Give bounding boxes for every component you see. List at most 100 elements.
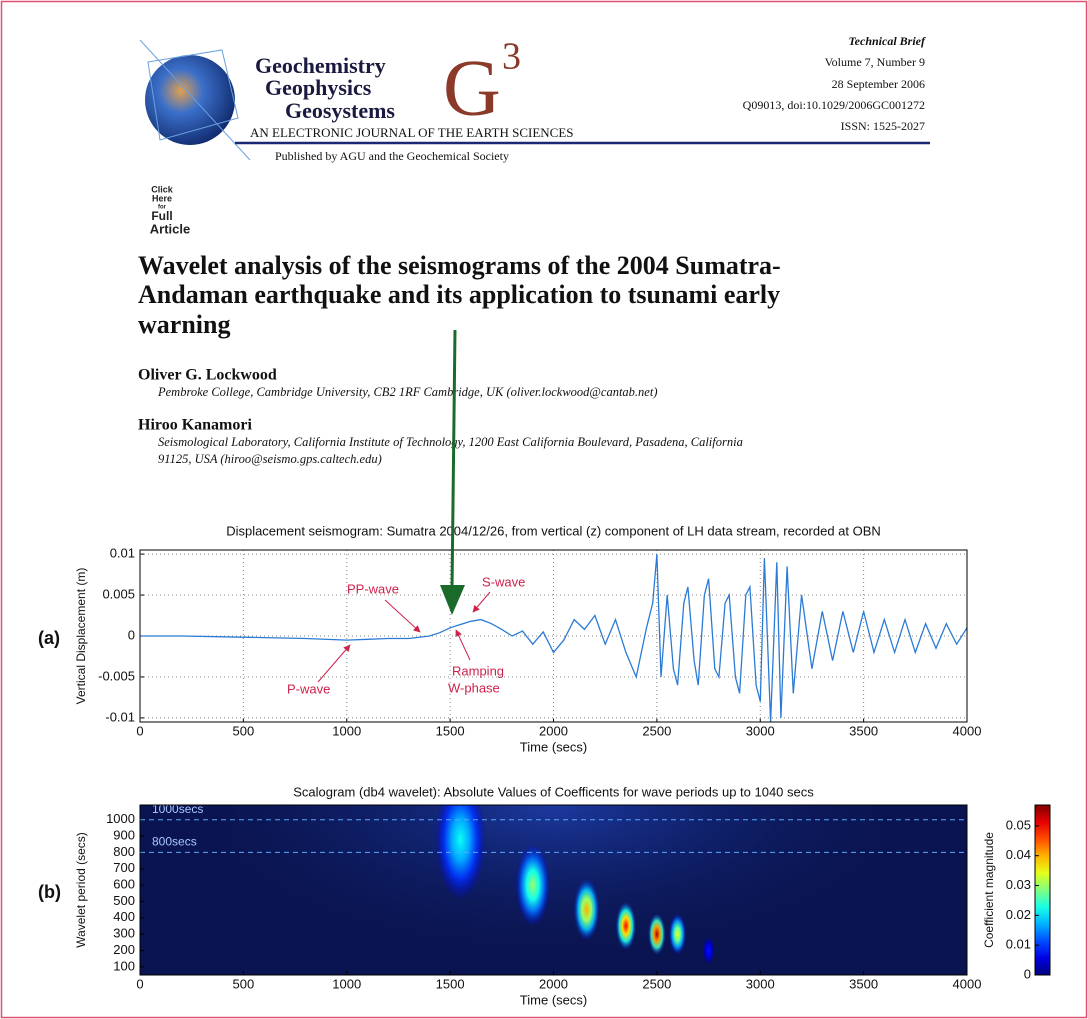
x-tick-label: 4000 [953, 723, 982, 738]
coefficient-blob [573, 878, 600, 941]
colorbar [1034, 804, 1051, 976]
colorbar-tick-label: 0.01 [1006, 937, 1031, 952]
figures: Displacement seismogram: Sumatra 2004/12… [38, 523, 1051, 1007]
coefficient-blob [648, 913, 666, 955]
link-text[interactable]: for [158, 205, 167, 211]
heatmap-glow [223, 805, 884, 975]
x-tick-label: 1500 [436, 976, 465, 991]
x-tick-label: 1000 [332, 723, 361, 738]
x-axis-label: Time (secs) [520, 992, 587, 1007]
brief-info: ISSN: 1525-2027 [841, 119, 925, 133]
brief-info: Volume 7, Number 9 [825, 55, 925, 69]
colorbar-tick-label: 0.05 [1006, 817, 1031, 832]
x-tick-label: 2500 [642, 976, 671, 991]
link-text[interactable]: Full [151, 209, 172, 223]
x-tick-label: 0 [136, 723, 143, 738]
seismogram-line [140, 554, 967, 722]
annotation: S-wave [482, 574, 525, 589]
x-tick-label: 3000 [746, 976, 775, 991]
affiliation: Pembroke College, Cambridge University, … [157, 385, 658, 399]
full-article-link[interactable]: Click Here for Full Article [150, 184, 190, 236]
reference-label: 1000secs [152, 802, 203, 816]
article-title: Andaman earthquake and its application t… [138, 280, 780, 309]
y-tick-label: 200 [113, 942, 135, 957]
x-axis-label: Time (secs) [520, 739, 587, 754]
publisher: Published by AGU and the Geochemical Soc… [275, 149, 509, 163]
logo-letter: G [443, 44, 501, 132]
y-tick-label: 900 [113, 827, 135, 842]
x-tick-label: 2000 [539, 976, 568, 991]
author-name: Hiroo Kanamori [138, 417, 252, 434]
journal-line: Geosystems [285, 98, 395, 123]
annotation-arrow [384, 599, 421, 633]
brief-info: Q09013, doi:10.1029/2006GC001272 [743, 98, 925, 112]
pointer-arrow [440, 329, 465, 615]
colorbar-label: Coefficient magnitude [982, 832, 996, 948]
annotation: W-phase [448, 680, 500, 695]
x-tick-label: 2500 [642, 723, 671, 738]
author-name: Oliver G. Lockwood [138, 367, 277, 384]
annotation: Ramping [452, 663, 504, 678]
x-tick-label: 2000 [539, 723, 568, 738]
brief-info: Technical Brief [848, 34, 926, 48]
y-tick-label: 500 [113, 893, 135, 908]
annotation-arrow [472, 591, 491, 613]
brief-info: 28 September 2006 [832, 77, 925, 91]
affiliation: 91125, USA (hiroo@seismo.gps.caltech.edu… [158, 452, 382, 466]
y-tick-label: 300 [113, 926, 135, 941]
x-tick-label: 3500 [849, 723, 878, 738]
y-tick-label: 800 [113, 844, 135, 859]
annotations: PP-wave S-wave P-wave Ramping W-phase [287, 574, 525, 696]
annotation-arrow [455, 629, 471, 661]
x-tick-label: 0 [136, 976, 143, 991]
panel-label: (a) [38, 628, 60, 648]
colorbar-tick-label: 0.03 [1006, 877, 1031, 892]
logo-superscript: 3 [502, 36, 521, 78]
link-text[interactable]: Article [150, 221, 190, 236]
journal-line: Geochemistry [255, 53, 386, 78]
affiliation: Seismological Laboratory, California Ins… [158, 435, 743, 449]
x-tick-label: 500 [233, 723, 255, 738]
coefficient-blob [615, 901, 636, 950]
article-title: warning [138, 310, 230, 339]
y-tick-label: 1000 [106, 811, 135, 826]
coefficient-blob [702, 936, 715, 965]
annotation: PP-wave [347, 581, 399, 596]
y-tick-label: 0 [128, 627, 135, 642]
coefficient-blob [668, 913, 687, 955]
y-tick-label: 600 [113, 877, 135, 892]
x-tick-label: 500 [233, 976, 255, 991]
y-tick-label: 0.01 [110, 546, 135, 561]
reference-label: 800secs [152, 835, 197, 849]
y-tick-label: 700 [113, 860, 135, 875]
y-axis-label: Wavelet period (secs) [74, 832, 88, 948]
colorbar-tick-label: 0.04 [1006, 847, 1031, 862]
x-tick-label: 1000 [332, 976, 361, 991]
x-tick-label: 3000 [746, 723, 775, 738]
annotation-arrow [317, 644, 351, 683]
coefficient-blob [515, 843, 551, 927]
y-tick-label: 0.005 [102, 586, 135, 601]
article-title: Wavelet analysis of the seismograms of t… [138, 251, 781, 280]
colorbar-tick-label: 0.02 [1006, 907, 1031, 922]
x-tick-label: 4000 [953, 976, 982, 991]
x-tick-label: 3500 [849, 976, 878, 991]
y-axis-label: Vertical Displacement (m) [74, 568, 88, 705]
journal-line: Geophysics [265, 75, 372, 100]
annotation: P-wave [287, 681, 330, 696]
y-tick-label: -0.01 [105, 709, 135, 724]
colorbar-tick-label: 0 [1024, 966, 1031, 981]
chart-title: Displacement seismogram: Sumatra 2004/12… [226, 523, 881, 538]
x-tick-label: 1500 [436, 723, 465, 738]
plot-frame [139, 804, 968, 976]
logo-globe [139, 39, 251, 161]
chart-title: Scalogram (db4 wavelet): Absolute Values… [293, 784, 814, 799]
plot-frame [139, 549, 968, 723]
y-tick-label: 400 [113, 909, 135, 924]
link-text[interactable]: Here [152, 193, 172, 203]
y-tick-label: 100 [113, 958, 135, 973]
coefficient-blob [434, 805, 486, 900]
y-tick-label: -0.005 [98, 668, 135, 683]
link-text[interactable]: Click [151, 184, 174, 194]
